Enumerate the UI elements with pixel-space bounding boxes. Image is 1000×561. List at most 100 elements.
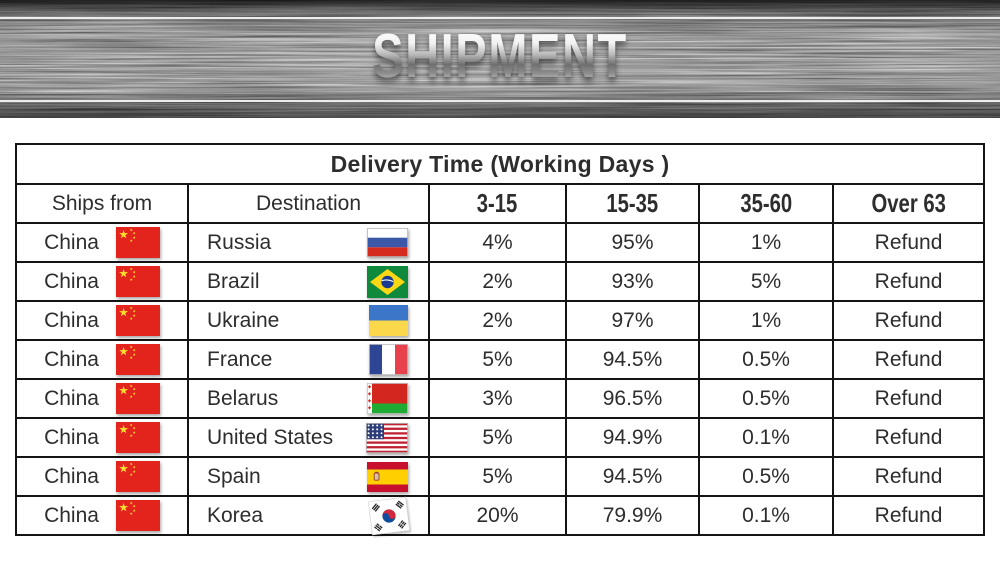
pct-35-60-cell: 0.5% bbox=[698, 456, 834, 497]
over-63-cell: Refund bbox=[831, 222, 986, 263]
ukraine-flag-icon bbox=[369, 305, 408, 336]
pct-15-35-cell: 94.5% bbox=[565, 339, 700, 380]
column-header-ships-from: Ships from bbox=[15, 183, 189, 224]
destination-label: Korea bbox=[207, 503, 264, 527]
pct-3-15-cell: 2% bbox=[428, 261, 567, 302]
pct-35-60-cell: 0.1% bbox=[698, 417, 834, 458]
destination-cell: Spain bbox=[187, 456, 430, 497]
pct-3-15-cell: 3% bbox=[428, 378, 567, 419]
table-row: China United States 5% 94.9% 0.1% Refund bbox=[15, 417, 986, 458]
ships-from-cell: China bbox=[15, 300, 189, 341]
ships-from-label: China bbox=[44, 503, 99, 527]
china-flag-icon bbox=[115, 344, 160, 375]
pct-3-15-cell: 4% bbox=[428, 222, 567, 263]
pct-35-60-cell: 0.1% bbox=[698, 495, 834, 536]
banner-top-line bbox=[0, 17, 1000, 19]
delivery-time-table: Delivery Time (Working Days ) Ships from… bbox=[14, 143, 986, 536]
pct-15-35-cell: 96.5% bbox=[565, 378, 700, 419]
destination-label: United States bbox=[207, 425, 334, 449]
over-63-cell: Refund bbox=[831, 378, 986, 419]
pct-3-15-cell: 5% bbox=[428, 456, 567, 497]
over-63-cell: Refund bbox=[831, 495, 986, 536]
pct-35-60-cell: 1% bbox=[698, 300, 834, 341]
china-flag-icon bbox=[115, 500, 160, 531]
column-header-3-15: 3-15 bbox=[428, 183, 567, 224]
table-row: China Russia 4% 95% 1% Refund bbox=[15, 222, 986, 263]
destination-label: Brazil bbox=[207, 269, 260, 293]
ships-from-label: China bbox=[44, 425, 99, 449]
spain-flag-icon bbox=[367, 461, 408, 492]
china-flag-icon bbox=[115, 461, 160, 492]
shipment-banner: SHIPMENT bbox=[0, 0, 1000, 118]
column-header-35-60: 35-60 bbox=[698, 183, 834, 224]
destination-cell: Belarus bbox=[187, 378, 430, 419]
table-row: China Brazil 2% 93% 5% Refund bbox=[15, 261, 986, 302]
table-header-row: Ships from Destination 3-15 15-35 35-60 … bbox=[15, 183, 986, 224]
over-63-cell: Refund bbox=[831, 417, 986, 458]
destination-cell: Ukraine bbox=[187, 300, 430, 341]
over-63-cell: Refund bbox=[831, 339, 986, 380]
ships-from-cell: China bbox=[15, 261, 189, 302]
banner-bottom-line bbox=[0, 100, 1000, 102]
china-flag-icon bbox=[115, 227, 160, 258]
pct-15-35-cell: 97% bbox=[565, 300, 700, 341]
destination-label: Russia bbox=[207, 230, 272, 254]
belarus-flag-icon bbox=[367, 383, 408, 414]
pct-15-35-cell: 94.9% bbox=[565, 417, 700, 458]
column-header-15-35: 15-35 bbox=[565, 183, 700, 224]
china-flag-icon bbox=[115, 422, 160, 453]
ships-from-label: China bbox=[44, 347, 99, 371]
over-63-cell: Refund bbox=[831, 456, 986, 497]
over-63-cell: Refund bbox=[831, 300, 986, 341]
ships-from-cell: China bbox=[15, 417, 189, 458]
pct-15-35-cell: 93% bbox=[565, 261, 700, 302]
table-title: Delivery Time (Working Days ) bbox=[14, 143, 986, 185]
destination-cell: United States bbox=[187, 417, 430, 458]
banner-title: SHIPMENT bbox=[120, 26, 880, 88]
ships-from-cell: China bbox=[15, 495, 189, 536]
table-row: China Ukraine 2% 97% 1% Refund bbox=[15, 300, 986, 341]
pct-3-15-cell: 5% bbox=[428, 339, 567, 380]
table-row: China Spain 5% 94.5% 0.5% Refund bbox=[15, 456, 986, 497]
russia-flag-icon bbox=[367, 228, 408, 257]
ships-from-cell: China bbox=[15, 456, 189, 497]
pct-35-60-cell: 0.5% bbox=[698, 378, 834, 419]
ships-from-cell: China bbox=[15, 222, 189, 263]
pct-3-15-cell: 20% bbox=[428, 495, 567, 536]
brazil-flag-icon bbox=[367, 265, 408, 298]
destination-label: France bbox=[207, 347, 273, 371]
ships-from-cell: China bbox=[15, 339, 189, 380]
table-row: China Belarus 3% 96.5% 0.5% Refund bbox=[15, 378, 986, 419]
united-states-flag-icon bbox=[366, 422, 408, 453]
china-flag-icon bbox=[115, 305, 160, 336]
pct-3-15-cell: 2% bbox=[428, 300, 567, 341]
destination-label: Spain bbox=[207, 464, 261, 488]
destination-cell: Brazil bbox=[187, 261, 430, 302]
korea-flag-icon bbox=[368, 496, 410, 535]
destination-cell: France bbox=[187, 339, 430, 380]
column-header-over-63: Over 63 bbox=[831, 183, 986, 224]
table-title-row: Delivery Time (Working Days ) bbox=[14, 143, 986, 185]
ships-from-label: China bbox=[44, 464, 99, 488]
ships-from-label: China bbox=[44, 230, 99, 254]
france-flag-icon bbox=[369, 344, 408, 375]
pct-3-15-cell: 5% bbox=[428, 417, 567, 458]
table-row: China Korea 20% 79.9% 0.1% Refund bbox=[15, 495, 986, 536]
china-flag-icon bbox=[115, 266, 160, 297]
pct-35-60-cell: 0.5% bbox=[698, 339, 834, 380]
pct-35-60-cell: 5% bbox=[698, 261, 834, 302]
pct-35-60-cell: 1% bbox=[698, 222, 834, 263]
destination-cell: Russia bbox=[187, 222, 430, 263]
pct-15-35-cell: 79.9% bbox=[565, 495, 700, 536]
column-header-destination: Destination bbox=[187, 183, 430, 224]
over-63-cell: Refund bbox=[831, 261, 986, 302]
pct-15-35-cell: 95% bbox=[565, 222, 700, 263]
destination-cell: Korea bbox=[187, 495, 430, 536]
ships-from-label: China bbox=[44, 308, 99, 332]
pct-15-35-cell: 94.5% bbox=[565, 456, 700, 497]
china-flag-icon bbox=[115, 383, 160, 414]
ships-from-label: China bbox=[44, 386, 99, 410]
destination-label: Belarus bbox=[207, 386, 279, 410]
ships-from-label: China bbox=[44, 269, 99, 293]
